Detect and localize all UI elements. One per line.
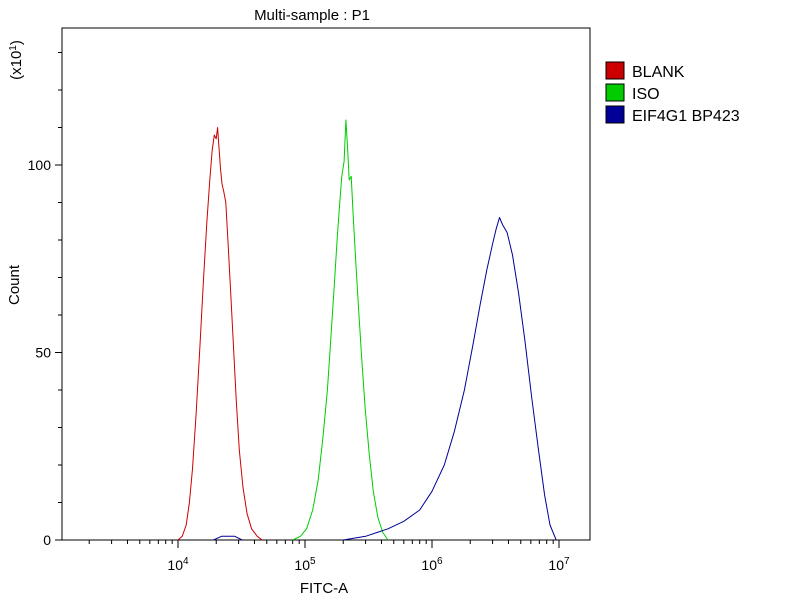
y-axis: 0 50 100 xyxy=(28,52,62,548)
chart-title: Multi-sample : P1 xyxy=(254,7,370,24)
y-tick-label: 50 xyxy=(35,345,51,361)
series-line-blank xyxy=(177,127,263,541)
legend-swatch xyxy=(605,83,625,102)
legend-label: ISO xyxy=(632,86,660,103)
legend-label: EIF4G1 BP423 xyxy=(632,108,740,125)
y-axis-label: Count xyxy=(6,264,23,305)
series-noise-line xyxy=(213,535,243,541)
x-axis-label: FITC-A xyxy=(300,580,348,597)
x-tick-label: 107 xyxy=(548,556,570,573)
series-lines xyxy=(177,119,557,541)
x-tick-label: 104 xyxy=(167,556,189,573)
x-axis: 104 105 106 107 xyxy=(88,540,570,573)
y-multiplier-label: (x101) xyxy=(8,40,25,80)
y-tick-label: 0 xyxy=(43,532,51,548)
legend-swatch xyxy=(605,105,625,124)
x-tick-label: 106 xyxy=(421,556,443,573)
legend-label: BLANK xyxy=(632,64,685,81)
x-tick-label: 105 xyxy=(294,556,316,573)
legend-swatch xyxy=(605,61,625,80)
legend: BLANK ISO EIF4G1 BP423 xyxy=(605,61,740,125)
y-tick-label: 100 xyxy=(28,157,52,173)
series-line-iso xyxy=(292,119,389,541)
plot-frame xyxy=(61,27,591,541)
series-line-eif4g1-bp423 xyxy=(343,217,557,541)
